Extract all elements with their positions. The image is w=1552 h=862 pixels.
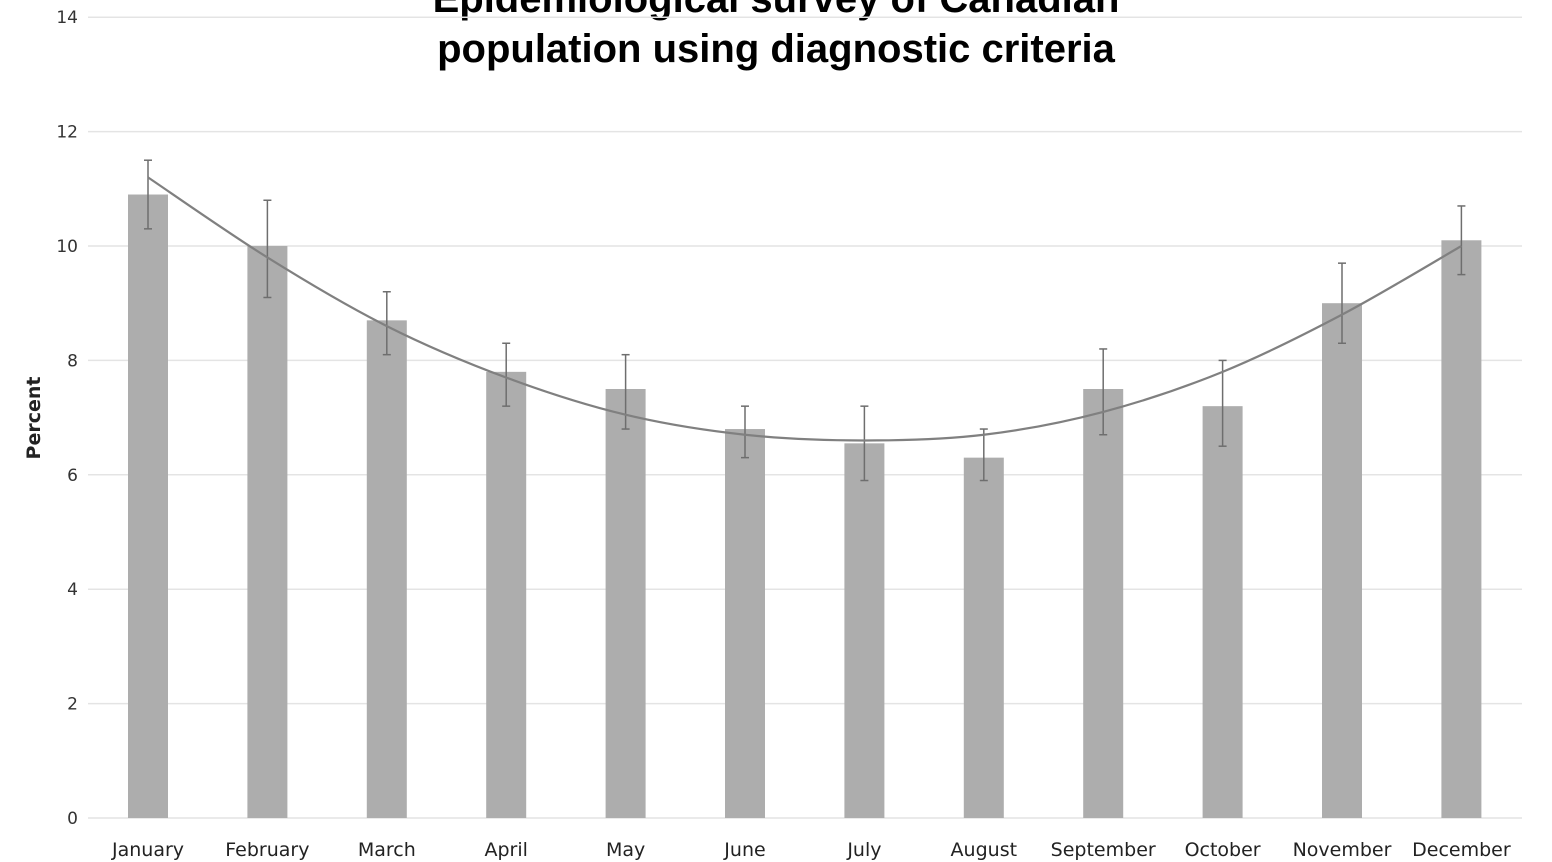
x-tick-label: July [846,839,881,861]
bar-may [605,389,646,818]
y-axis-label: Percent [23,377,45,460]
y-axis-ticks: 0 2 4 6 8 10 12 14 [56,8,78,829]
x-tick-label: September [1051,839,1156,861]
bar-november [1322,303,1362,818]
x-tick-label: November [1293,839,1392,861]
x-tick-label: April [484,839,527,861]
y-tick-label: 2 [67,695,78,715]
y-tick-label: 8 [67,351,78,371]
trend-line [147,176,1462,442]
x-tick-label: August [951,839,1018,861]
error-bars [144,159,1466,482]
bar-august [963,457,1004,818]
y-tick-label: 10 [56,237,78,257]
bar-march [366,320,407,818]
y-tick-label: 14 [56,8,78,28]
bar-december [1441,240,1482,818]
x-tick-label: October [1185,839,1261,861]
y-tick-label: 4 [67,580,78,600]
y-tick-label: 0 [67,809,78,829]
x-tick-label: June [723,839,765,861]
x-axis-ticks: January February March April May June July Augu… [111,839,1511,861]
bar-july [844,443,885,818]
x-tick-label: May [606,839,645,861]
chart-title-line-2: population using diagnostic criteria [437,27,1115,71]
chart-title-line-1: Epidemiological survey of Canadian [0,0,1552,22]
x-tick-label: February [225,839,309,861]
bar-october [1202,406,1243,818]
x-tick-label: December [1412,839,1511,861]
x-tick-label: January [111,839,184,861]
bar-june [725,429,765,818]
trend-curve [147,176,1462,442]
x-tick-label: March [358,839,416,861]
bar-january [128,194,168,818]
grid-lines [88,16,1522,819]
bar-september [1083,389,1124,818]
bar-april [486,371,527,818]
bar-february [247,246,288,818]
y-tick-label: 6 [67,466,78,486]
y-tick-label: 12 [56,123,78,143]
bars [128,194,1482,818]
